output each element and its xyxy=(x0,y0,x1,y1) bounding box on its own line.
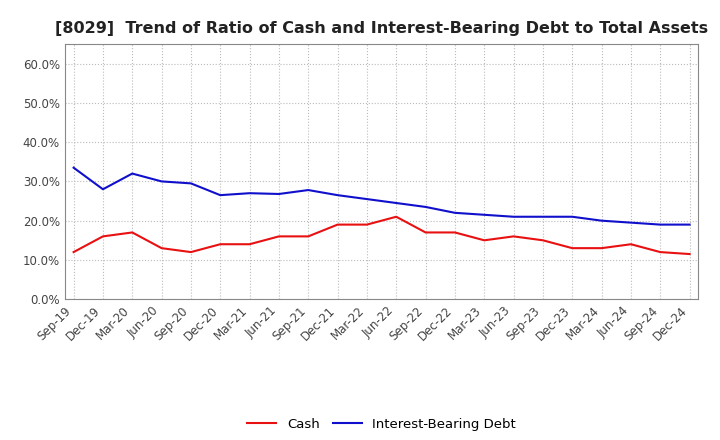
Line: Cash: Cash xyxy=(73,217,690,254)
Legend: Cash, Interest-Bearing Debt: Cash, Interest-Bearing Debt xyxy=(242,413,521,436)
Cash xyxy=(392,214,400,220)
Cash xyxy=(274,234,283,239)
Interest-Bearing Debt xyxy=(69,165,78,170)
Cash xyxy=(333,222,342,227)
Interest-Bearing Debt xyxy=(99,187,107,192)
Cash xyxy=(656,249,665,255)
Cash xyxy=(626,242,635,247)
Interest-Bearing Debt xyxy=(656,222,665,227)
Cash xyxy=(480,238,489,243)
Interest-Bearing Debt xyxy=(598,218,606,224)
Cash xyxy=(685,251,694,257)
Cash xyxy=(539,238,547,243)
Interest-Bearing Debt xyxy=(392,200,400,205)
Cash xyxy=(598,246,606,251)
Line: Interest-Bearing Debt: Interest-Bearing Debt xyxy=(73,168,690,224)
Interest-Bearing Debt xyxy=(685,222,694,227)
Interest-Bearing Debt xyxy=(304,187,312,193)
Interest-Bearing Debt xyxy=(186,181,195,186)
Cash xyxy=(128,230,137,235)
Cash xyxy=(157,246,166,251)
Cash xyxy=(304,234,312,239)
Interest-Bearing Debt xyxy=(568,214,577,220)
Cash xyxy=(509,234,518,239)
Interest-Bearing Debt xyxy=(509,214,518,220)
Interest-Bearing Debt xyxy=(216,193,225,198)
Interest-Bearing Debt xyxy=(539,214,547,220)
Cash xyxy=(186,249,195,255)
Cash xyxy=(421,230,430,235)
Interest-Bearing Debt xyxy=(480,212,489,217)
Interest-Bearing Debt xyxy=(451,210,459,216)
Cash xyxy=(363,222,372,227)
Cash xyxy=(99,234,107,239)
Cash xyxy=(69,249,78,255)
Interest-Bearing Debt xyxy=(333,193,342,198)
Interest-Bearing Debt xyxy=(128,171,137,176)
Interest-Bearing Debt xyxy=(363,196,372,202)
Interest-Bearing Debt xyxy=(421,204,430,209)
Interest-Bearing Debt xyxy=(626,220,635,225)
Cash xyxy=(216,242,225,247)
Cash xyxy=(568,246,577,251)
Interest-Bearing Debt xyxy=(157,179,166,184)
Interest-Bearing Debt xyxy=(274,191,283,197)
Interest-Bearing Debt xyxy=(246,191,254,196)
Title: [8029]  Trend of Ratio of Cash and Interest-Bearing Debt to Total Assets: [8029] Trend of Ratio of Cash and Intere… xyxy=(55,21,708,36)
Cash xyxy=(451,230,459,235)
Cash xyxy=(246,242,254,247)
